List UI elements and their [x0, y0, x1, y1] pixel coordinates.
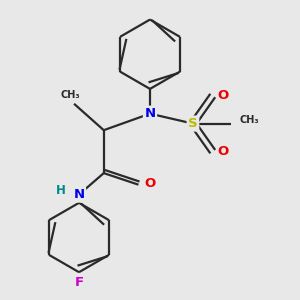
- Text: F: F: [74, 276, 84, 289]
- Text: CH₃: CH₃: [61, 89, 81, 100]
- Text: N: N: [74, 188, 85, 201]
- Text: S: S: [188, 117, 198, 130]
- Text: O: O: [218, 145, 229, 158]
- Text: H: H: [56, 184, 66, 197]
- Text: CH₃: CH₃: [239, 115, 259, 125]
- Text: O: O: [144, 176, 156, 190]
- Text: N: N: [144, 107, 156, 120]
- Text: O: O: [218, 89, 229, 102]
